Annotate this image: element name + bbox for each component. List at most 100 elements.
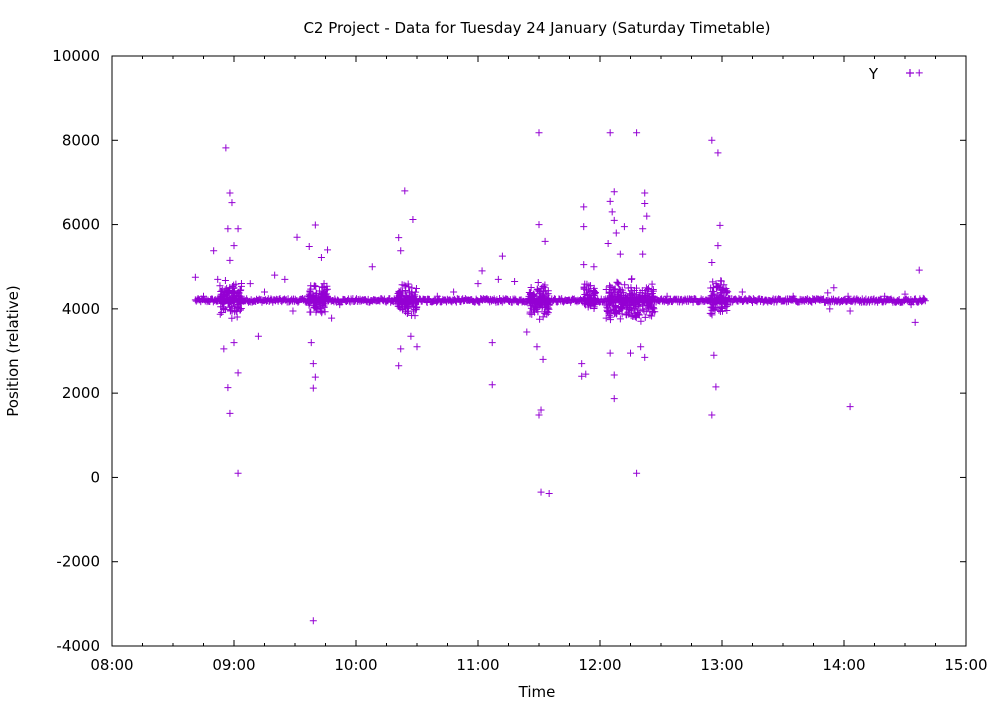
data-point (534, 286, 542, 294)
data-point (234, 469, 242, 477)
data-point (395, 287, 403, 295)
data-point (824, 289, 832, 297)
data-point (541, 295, 549, 303)
data-point (617, 286, 625, 294)
data-point (233, 313, 241, 321)
data-point (637, 317, 645, 325)
data-point (639, 250, 647, 258)
data-point (222, 144, 230, 152)
data-point (234, 369, 242, 377)
data-point (584, 294, 592, 302)
data-point (539, 313, 547, 321)
data-point (881, 292, 889, 300)
data-point (313, 302, 321, 310)
x-tick-label: 10:00 (334, 656, 377, 674)
data-point (642, 307, 650, 315)
data-point (237, 282, 245, 290)
data-point (608, 291, 616, 299)
data-point (712, 280, 720, 288)
data-point (543, 303, 551, 311)
data-point (523, 328, 531, 336)
data-point (639, 297, 647, 305)
data-point (293, 233, 301, 241)
data-point (409, 292, 417, 300)
data-point (651, 308, 659, 316)
data-point (224, 225, 232, 233)
data-point (613, 278, 621, 286)
data-point (639, 225, 647, 233)
data-point (585, 282, 593, 290)
data-point (413, 343, 421, 351)
data-point (230, 242, 238, 250)
data-point (535, 221, 543, 229)
data-point (403, 309, 411, 317)
data-point (324, 246, 332, 254)
data-point (713, 296, 721, 304)
data-point (641, 313, 649, 321)
data-point (401, 187, 409, 195)
y-tick-label: -4000 (56, 637, 100, 655)
data-point (895, 296, 903, 304)
data-point (226, 409, 234, 417)
data-point (217, 303, 225, 311)
data-point (232, 280, 240, 288)
data-point (307, 339, 315, 347)
data-point (226, 189, 234, 197)
data-point (217, 295, 225, 303)
data-point (616, 315, 624, 323)
data-point (907, 301, 915, 309)
data-point (229, 298, 237, 306)
data-point (826, 305, 834, 313)
data-point (920, 295, 928, 303)
data-point (525, 288, 533, 296)
data-point (396, 288, 404, 296)
data-point (228, 199, 236, 207)
data-point (627, 349, 634, 357)
data-point (721, 287, 729, 295)
data-point (611, 309, 619, 317)
data-point (629, 289, 637, 297)
data-point (281, 275, 289, 283)
data-point (603, 301, 611, 309)
data-point (614, 293, 622, 301)
data-point (498, 252, 506, 260)
data-point (591, 288, 599, 296)
data-point (607, 313, 615, 321)
data-point (544, 309, 552, 317)
data-point (395, 296, 403, 304)
data-point (608, 208, 616, 216)
data-point (533, 343, 541, 351)
data-point (633, 129, 641, 137)
data-point (200, 292, 207, 300)
data-point (307, 308, 315, 316)
data-point (234, 225, 242, 233)
x-tick-label: 14:00 (822, 656, 865, 674)
data-point (530, 291, 538, 299)
data-point (605, 308, 613, 316)
data-point (229, 284, 237, 292)
data-point (289, 307, 297, 315)
data-point (478, 267, 486, 275)
data-point (606, 282, 614, 290)
data-point (614, 279, 622, 287)
y-tick-label: 0 (90, 468, 100, 486)
data-point (602, 286, 610, 294)
data-point (623, 295, 631, 303)
data-point (413, 303, 421, 311)
data-point (406, 293, 414, 301)
data-point (234, 288, 242, 296)
x-tick-label: 12:00 (578, 656, 621, 674)
data-point (709, 278, 717, 286)
data-point (261, 288, 268, 296)
data-point (611, 303, 619, 311)
data-point (616, 250, 624, 258)
plot-frame (111, 55, 967, 647)
data-point (649, 287, 657, 295)
data-point (322, 296, 330, 304)
data-point (227, 307, 235, 315)
data-point (606, 349, 614, 357)
data-point (582, 370, 590, 378)
data-point (328, 314, 336, 322)
data-point (643, 212, 651, 220)
